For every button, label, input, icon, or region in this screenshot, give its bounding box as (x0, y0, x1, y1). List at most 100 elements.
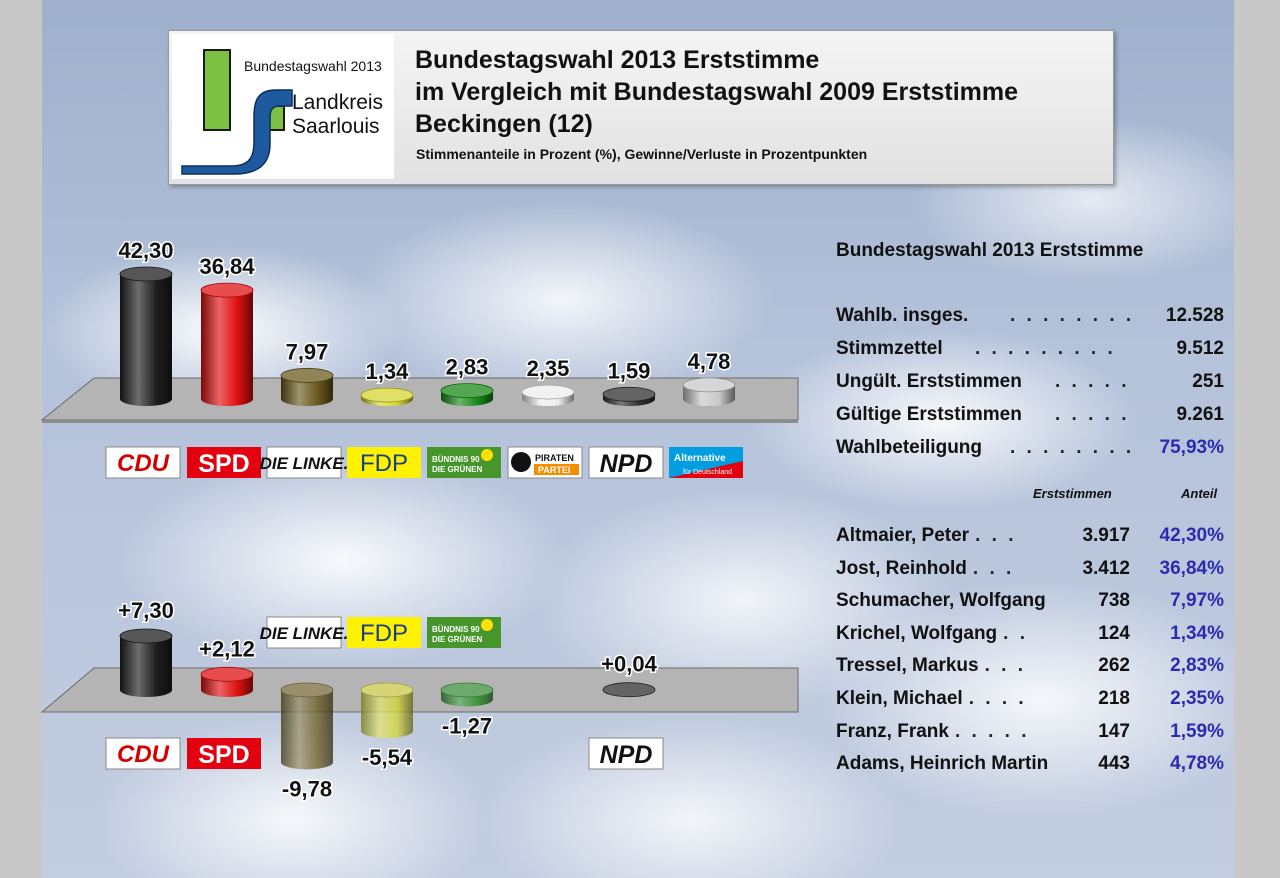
summary-label: Wahlb. insges. (836, 305, 969, 326)
landkreis-logo: Bundestagswahl 2013 Landkreis Saarlouis (172, 34, 394, 179)
dot-leader: . . . . . . . . (1010, 305, 1135, 326)
data-label: -5,54 (362, 745, 413, 770)
candidate-name: Jost, Reinhold (836, 557, 967, 579)
candidate-name: Adams, Heinrich Martin (836, 753, 1049, 775)
candidate-votes: 738 (1098, 590, 1130, 612)
candidate-votes: 147 (1098, 720, 1130, 742)
candidate-votes: 124 (1098, 622, 1130, 644)
candidate-name: Krichel, Wolfgang (836, 622, 998, 644)
npd-logo: NPD (588, 446, 664, 479)
svg-text:FDP: FDP (360, 450, 408, 477)
data-label: +7,30 (118, 598, 174, 623)
svg-text:DIE LINKE.: DIE LINKE. (260, 624, 349, 643)
candidate-name: Tressel, Markus (836, 655, 979, 677)
bar (360, 682, 414, 738)
svg-text:NPD: NPD (600, 450, 653, 478)
candidate-votes: 3.412 (1082, 557, 1130, 579)
svg-text:DIE GRÜNEN: DIE GRÜNEN (432, 465, 482, 474)
chart-change-2009: +7,30 +2,12 -9,78 -5,54 -1,27 +0,04 (117, 597, 659, 803)
logo-line2: Saarlouis (292, 115, 380, 138)
dot-leader: . . . . . (1055, 404, 1130, 425)
candidate-share: 1,34% (1170, 622, 1224, 644)
candidate-name: Altmaier, Peter (836, 525, 970, 546)
candidate-share: 2,83% (1170, 655, 1224, 677)
charts-area: 42,30 36,84 7,97 1,34 2,83 2,35 1,59 4,78 +7,30… (40, 237, 799, 803)
cdu-logo-2: CDU (105, 737, 181, 770)
candidate-name: Klein, Michael (836, 688, 963, 709)
svg-text:PIRATEN: PIRATEN (535, 453, 574, 463)
svg-text:DIE GRÜNEN: DIE GRÜNEN (432, 635, 482, 644)
candidate-share: 4,78% (1170, 753, 1224, 775)
svg-text:FDP: FDP (360, 620, 408, 647)
data-label: 2,35 (527, 356, 570, 381)
spd-logo-2: SPD (187, 738, 261, 769)
candidate-votes: 443 (1098, 753, 1130, 775)
afd-logo: Alternative für Deutschland (669, 447, 743, 478)
candidate-share: 36,84% (1159, 557, 1224, 579)
summary-label: Wahlbeteiligung (836, 437, 983, 458)
title-line-2: im Vergleich mit Bundestagswahl 2009 Ers… (415, 78, 1019, 106)
logo-line1: Landkreis (292, 91, 383, 114)
dot-leader: . . . . . . . . (1010, 437, 1135, 458)
candidate-name: Schumacher, Wolfgang (836, 590, 1046, 612)
data-label: +2,12 (199, 636, 255, 661)
logo-graphic: Bundestagswahl 2013 Landkreis Saarlouis (181, 49, 383, 175)
bar (521, 384, 575, 406)
data-label: 36,84 (199, 254, 255, 279)
candidate-share: 1,59% (1170, 720, 1224, 742)
dot-leader: . . . . . (1055, 371, 1130, 392)
svg-text:DIE LINKE.: DIE LINKE. (260, 454, 349, 473)
fdp-logo: FDP (347, 447, 421, 478)
bar (440, 682, 494, 707)
title-line-1: Bundestagswahl 2013 Erststimme (415, 46, 820, 74)
candidate-votes: 218 (1098, 688, 1130, 709)
data-label: 1,59 (608, 358, 651, 383)
svg-text:CDU: CDU (117, 741, 170, 768)
svg-text:Alternative: Alternative (674, 453, 726, 464)
bar (119, 628, 173, 697)
title-line-3: Beckingen (12) (415, 110, 593, 138)
bar (280, 368, 334, 406)
fdp-logo-2: FDP (347, 617, 421, 648)
spd-logo: SPD (187, 447, 261, 478)
candidate-share: 2,35% (1170, 688, 1224, 709)
bar (360, 387, 414, 406)
dot-leader: . . . (972, 557, 1015, 579)
dot-leader: . . . (984, 655, 1026, 677)
summary-value: 251 (1192, 371, 1224, 392)
data-label: 4,78 (688, 349, 731, 374)
dot-leader: . . . . . (954, 720, 1030, 742)
summary-label: Stimmzettel (836, 338, 943, 359)
chart-results-2013: 42,30 36,84 7,97 1,34 2,83 2,35 1,59 4,78 (117, 237, 736, 406)
data-label: 1,34 (366, 359, 410, 384)
data-label: 2,83 (446, 355, 489, 380)
bar (119, 266, 173, 406)
candidate-share: 7,97% (1170, 590, 1224, 612)
svg-text:CDU: CDU (117, 450, 170, 477)
candidate-share: 42,30% (1159, 525, 1224, 546)
turnout-value: 75,93% (1159, 437, 1224, 458)
piraten-logo: PIRATEN PARTEI (507, 446, 583, 479)
svg-text:SPD: SPD (198, 741, 249, 769)
bar (682, 377, 736, 406)
logo-caption: Bundestagswahl 2013 (244, 58, 382, 74)
svg-text:SPD: SPD (198, 450, 249, 478)
data-label: +0,04 (601, 652, 657, 677)
summary-value: 9.512 (1176, 338, 1224, 359)
svg-text:NPD: NPD (600, 741, 653, 769)
svg-text:für Deutschland: für Deutschland (683, 469, 732, 476)
svg-text:PARTEI: PARTEI (538, 465, 570, 475)
summary-value: 9.261 (1176, 404, 1224, 425)
chart1-floor-edge (42, 420, 798, 423)
dot-leader: . . (1003, 622, 1029, 644)
cdu-logo: CDU (105, 446, 181, 479)
svg-text:BÜNDNIS 90: BÜNDNIS 90 (432, 625, 480, 634)
bar (200, 666, 254, 697)
die-linke-logo: DIE LINKE. (260, 446, 349, 479)
data-label: 42,30 (118, 238, 173, 263)
bar (200, 282, 254, 406)
npd-logo-2: NPD (588, 737, 664, 770)
bar (280, 682, 334, 770)
col-header-votes: Erststimmen (1033, 486, 1112, 501)
candidate-name: Franz, Frank (836, 720, 949, 742)
